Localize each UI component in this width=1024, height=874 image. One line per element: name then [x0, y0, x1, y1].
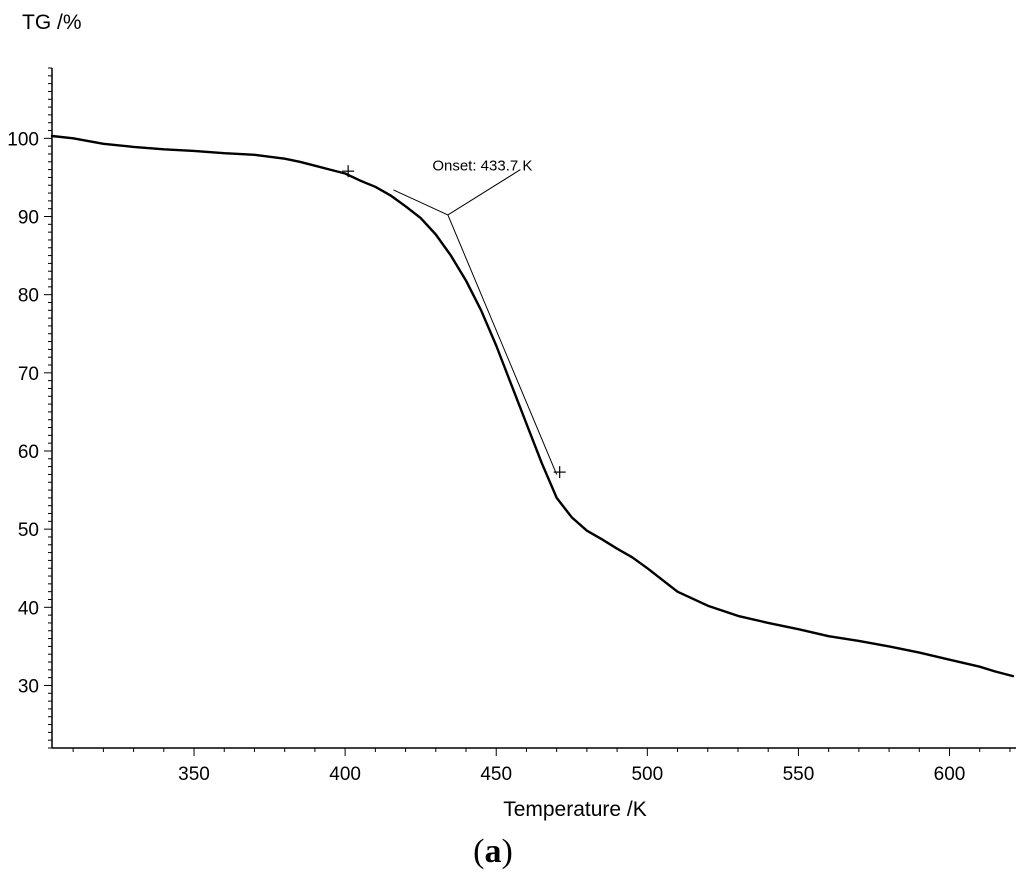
annotation-layer: Onset: 433.7 K: [342, 158, 566, 479]
x-tick-label: 400: [329, 764, 361, 785]
tangent-line-step: [447, 214, 558, 475]
tangent-line-pre: [393, 189, 449, 216]
onset-label: Onset: 433.7 K: [432, 158, 532, 175]
y-tick-label: 60: [18, 442, 39, 463]
y-tick-label: 100: [7, 129, 39, 150]
x-tick-label: 350: [178, 764, 210, 785]
y-tick-label: 80: [18, 286, 39, 307]
series-layer: [50, 134, 1015, 678]
y-tick-label: 40: [18, 598, 39, 619]
y-axis-ticks: 30 40 50 60 70 80 90 100: [7, 67, 52, 749]
y-tick-label: 50: [18, 520, 39, 541]
x-tick-label: 550: [783, 764, 815, 785]
tg-curve: [50, 134, 1015, 678]
y-tick-label: 70: [18, 364, 39, 385]
y-tick-label: 30: [18, 676, 39, 697]
panel-label-letter: a: [485, 833, 502, 870]
y-axis-title: TG /%: [22, 11, 82, 34]
x-tick-label: 500: [631, 764, 663, 785]
panel-label: (a): [473, 833, 513, 870]
x-axis-title: Temperature /K: [503, 798, 647, 821]
y-tick-label: 90: [18, 208, 39, 229]
panel-label-close: ): [502, 833, 513, 870]
panel-label-open: (: [473, 833, 484, 870]
onset-leader-line: [447, 169, 521, 216]
x-tick-label: 450: [480, 764, 512, 785]
x-axis-ticks: 350 400 450 500 550 600: [72, 748, 1011, 785]
x-tick-label: 600: [934, 764, 966, 785]
